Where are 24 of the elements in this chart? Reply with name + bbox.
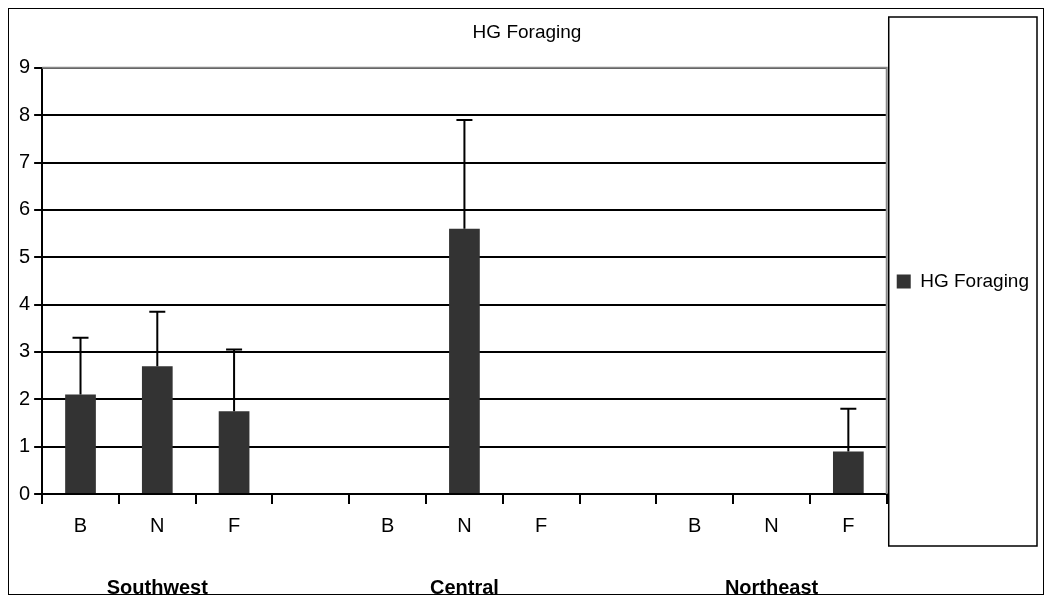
x-tick-label: F: [535, 513, 548, 536]
text: Southwest: [106, 575, 209, 598]
y-tick-label: 6: [19, 197, 31, 220]
x-tick-label: B: [73, 513, 88, 536]
legend-label: HG Foraging: [920, 269, 1030, 291]
y-tick-label: 5: [19, 244, 31, 267]
text: Northeast: [724, 575, 819, 598]
y-tick-label: 2: [19, 386, 31, 409]
x-tick-label: B: [380, 513, 395, 536]
y-tick-label: 3: [19, 339, 31, 362]
y-tick-label: 9: [19, 55, 31, 78]
y-tick-label: 0: [19, 481, 31, 504]
x-tick-label: N: [764, 513, 779, 536]
text: Central: [429, 575, 499, 598]
x-tick-label: N: [457, 513, 472, 536]
y-tick-label: 1: [19, 434, 31, 457]
chart-title: HG Foraging: [472, 20, 582, 42]
y-tick-label: 7: [19, 150, 31, 173]
x-tick-label: B: [688, 513, 702, 536]
y-tick-label: 8: [19, 102, 31, 125]
y-tick-label: 4: [19, 292, 31, 315]
x-tick-label: F: [842, 513, 855, 536]
x-tick-label: F: [227, 513, 241, 536]
x-tick-label: N: [150, 513, 165, 536]
